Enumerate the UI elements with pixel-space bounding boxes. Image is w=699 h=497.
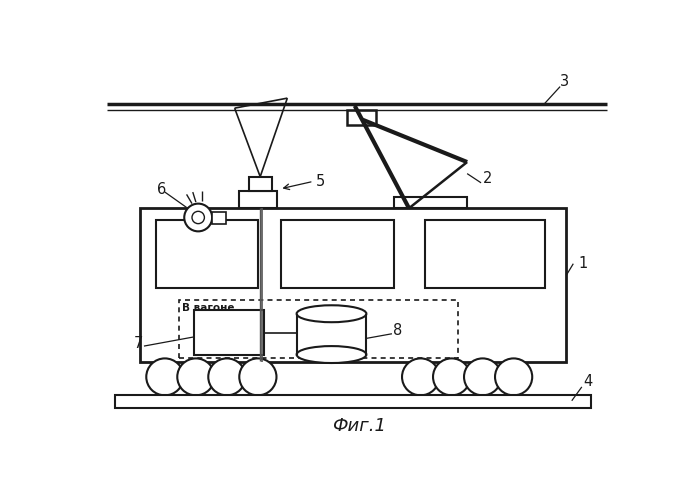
Bar	[238, 190, 278, 208]
Circle shape	[192, 211, 204, 224]
Text: 1: 1	[579, 256, 588, 271]
Text: Фиг.1: Фиг.1	[331, 417, 386, 435]
Circle shape	[495, 358, 532, 395]
Text: 5: 5	[316, 174, 325, 189]
Bar	[249, 176, 272, 190]
Text: 8: 8	[394, 323, 403, 338]
Bar	[179, 300, 458, 358]
Ellipse shape	[296, 305, 366, 322]
Bar	[424, 220, 545, 288]
Text: 7: 7	[134, 335, 143, 350]
Circle shape	[178, 358, 215, 395]
Circle shape	[208, 358, 245, 395]
Text: 3: 3	[560, 74, 569, 88]
Text: 4: 4	[584, 374, 593, 389]
Circle shape	[433, 358, 470, 395]
Ellipse shape	[296, 346, 366, 363]
Bar	[115, 395, 591, 409]
Text: 6: 6	[157, 181, 166, 196]
Bar	[194, 310, 264, 354]
Bar	[347, 110, 377, 125]
Circle shape	[402, 358, 439, 395]
Bar	[212, 212, 226, 224]
Bar	[156, 220, 258, 288]
Circle shape	[185, 204, 212, 231]
Bar	[140, 208, 566, 362]
Bar	[394, 197, 467, 208]
Text: 2: 2	[482, 171, 492, 186]
Circle shape	[239, 358, 277, 395]
Circle shape	[464, 358, 501, 395]
Text: В вагоне: В вагоне	[182, 303, 234, 313]
Bar	[281, 220, 394, 288]
Circle shape	[146, 358, 183, 395]
